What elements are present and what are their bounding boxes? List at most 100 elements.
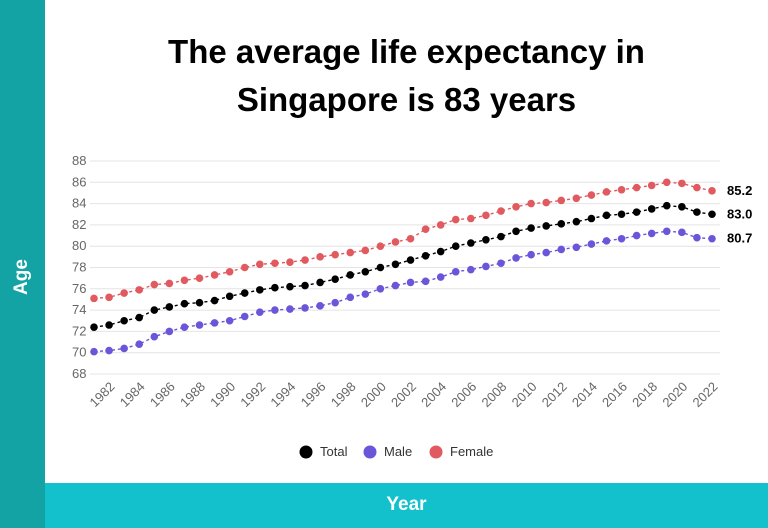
data-point-female — [135, 286, 144, 294]
data-point-total — [421, 251, 430, 260]
x-tick-label: 1984 — [117, 379, 148, 410]
data-point-female — [180, 276, 189, 285]
data-point-total — [180, 299, 189, 308]
data-point-total — [662, 201, 671, 210]
y-tick-label: 74 — [72, 302, 86, 317]
data-point-total — [210, 296, 219, 305]
data-point-female — [527, 199, 535, 208]
data-point-male — [135, 340, 144, 348]
data-point-female — [271, 259, 279, 268]
x-tick-label: 1986 — [147, 379, 178, 410]
data-point-male — [512, 254, 520, 262]
data-point-total — [301, 281, 309, 290]
data-point-total — [647, 205, 656, 213]
data-point-female — [662, 178, 671, 187]
data-point-male — [572, 243, 581, 252]
legend-marker-total — [299, 445, 313, 459]
x-tick-label: 2018 — [629, 379, 660, 410]
x-tick-label: 2010 — [509, 379, 540, 410]
end-value-label-male: 80.7 — [727, 231, 752, 246]
x-tick-label: 1988 — [177, 379, 208, 410]
data-point-female — [647, 181, 656, 190]
data-point-male — [195, 321, 204, 329]
data-point-total — [527, 224, 535, 232]
end-value-label-total: 83.0 — [727, 206, 752, 221]
x-tick-label: 2020 — [659, 379, 690, 410]
data-point-total — [693, 208, 701, 216]
data-point-female — [301, 256, 309, 264]
data-point-female — [617, 185, 626, 194]
data-point-total — [572, 217, 581, 226]
y-tick-label: 80 — [72, 238, 86, 253]
data-point-female — [120, 289, 128, 297]
data-point-male — [346, 293, 355, 302]
data-point-total — [376, 263, 385, 272]
x-tick-label: 1996 — [298, 379, 329, 410]
data-point-female — [90, 294, 98, 303]
x-axis-band: Year — [45, 483, 768, 528]
data-point-total — [316, 278, 324, 287]
data-point-male — [376, 285, 385, 293]
data-point-male — [557, 245, 566, 254]
data-point-female — [286, 258, 294, 266]
data-point-male — [301, 304, 309, 312]
y-tick-label: 78 — [72, 260, 86, 275]
y-tick-label: 68 — [72, 366, 86, 381]
data-point-female — [467, 214, 475, 223]
data-point-total — [271, 283, 279, 292]
data-point-male — [256, 308, 264, 317]
data-point-female — [361, 246, 370, 255]
y-tick-label: 86 — [72, 174, 86, 189]
data-point-male — [647, 229, 656, 238]
y-tick-label: 82 — [72, 217, 86, 232]
data-point-male — [421, 277, 430, 286]
legend-label-male: Male — [384, 444, 412, 459]
data-point-female — [240, 263, 249, 272]
legend-marker-male — [363, 445, 377, 459]
data-point-male — [632, 231, 641, 240]
x-tick-label: 2008 — [478, 379, 509, 410]
data-point-male — [678, 228, 686, 237]
data-point-female — [165, 279, 174, 288]
data-point-total — [165, 303, 174, 311]
data-point-male — [708, 234, 716, 243]
data-point-female — [316, 253, 324, 261]
x-tick-label: 2012 — [539, 379, 570, 410]
data-point-female — [678, 179, 686, 188]
data-point-female — [105, 293, 113, 302]
x-tick-label: 1998 — [328, 379, 359, 410]
series-line-male — [93, 230, 713, 353]
data-point-male — [451, 267, 460, 276]
data-point-total — [240, 289, 249, 297]
data-point-female — [225, 267, 234, 276]
data-point-total — [632, 208, 641, 216]
data-point-male — [105, 346, 113, 355]
data-point-total — [391, 260, 400, 269]
end-value-label-female: 85.2 — [727, 183, 752, 198]
data-point-total — [602, 211, 611, 220]
data-point-total — [512, 227, 520, 236]
data-point-total — [90, 323, 98, 331]
x-tick-label: 2006 — [448, 379, 479, 410]
data-point-male — [436, 273, 445, 281]
data-point-female — [512, 202, 520, 211]
data-point-total — [436, 247, 445, 256]
data-point-male — [180, 323, 189, 331]
data-point-male — [617, 234, 626, 243]
data-point-total — [105, 321, 113, 329]
data-point-female — [421, 225, 430, 233]
data-point-male — [662, 227, 671, 236]
data-point-female — [376, 242, 385, 250]
x-tick-label: 2022 — [689, 379, 720, 410]
data-point-total — [587, 214, 596, 223]
data-point-total — [406, 256, 415, 264]
data-point-female — [150, 280, 159, 289]
data-point-total — [542, 222, 550, 230]
data-point-male — [316, 302, 324, 310]
data-point-female — [346, 248, 355, 257]
data-point-female — [572, 194, 581, 203]
data-point-male — [331, 298, 339, 307]
data-point-female — [195, 274, 204, 282]
data-point-female — [497, 207, 505, 215]
data-point-total — [361, 267, 370, 276]
